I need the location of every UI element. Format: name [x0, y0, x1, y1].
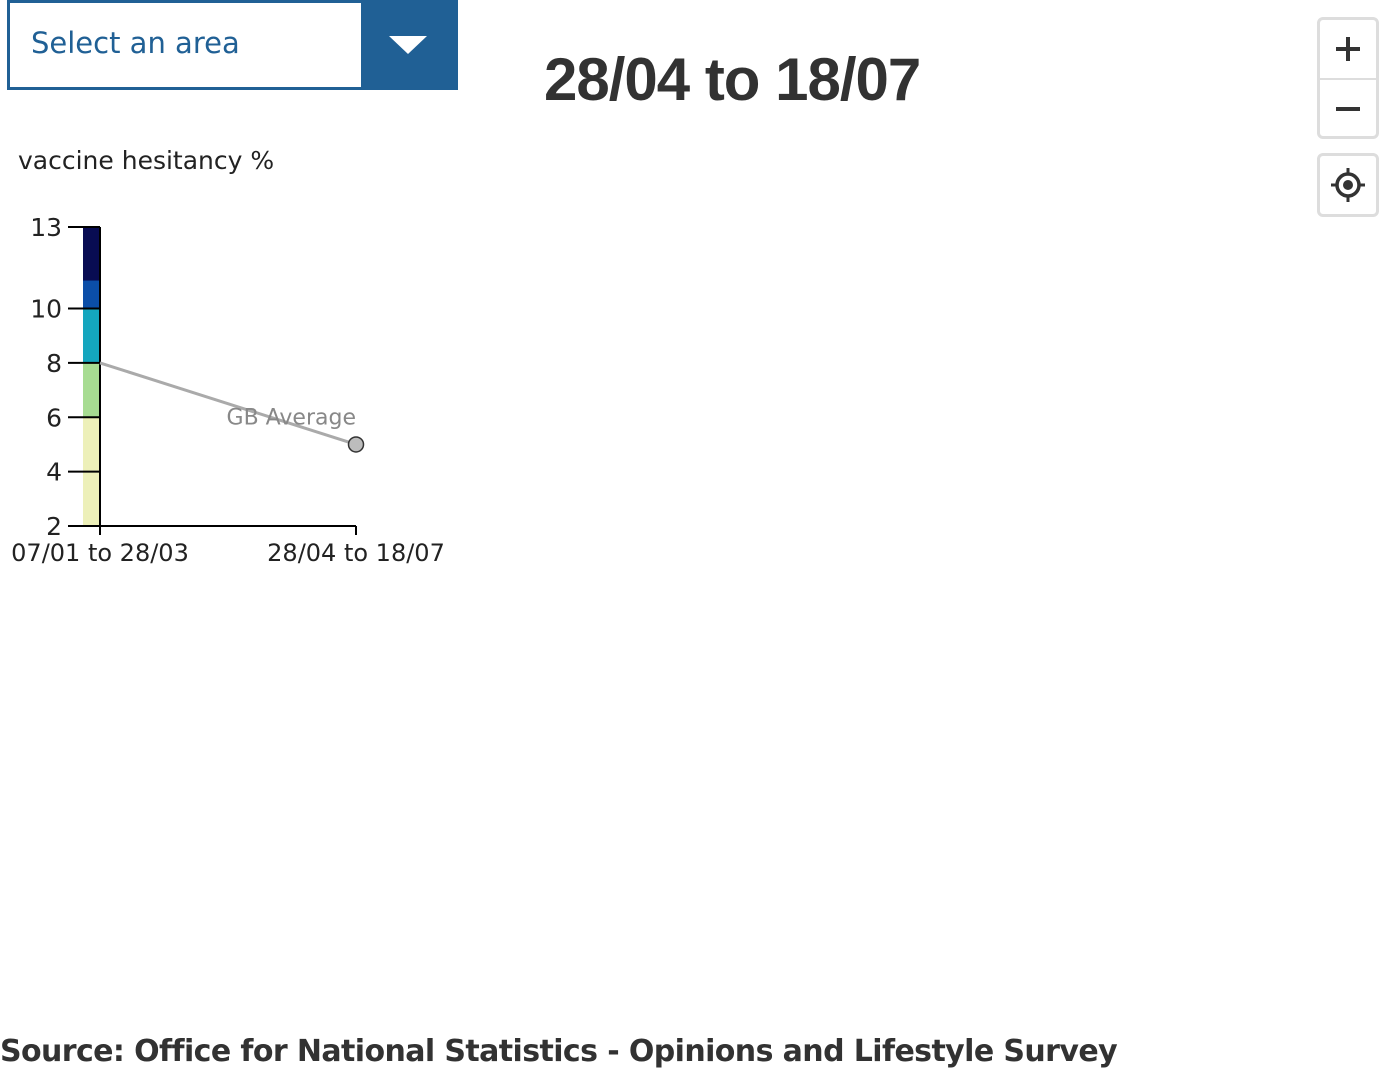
y-tick-label-6: 6 [46, 403, 62, 432]
y-tick-label-2: 2 [46, 512, 62, 541]
area-select-dropdown[interactable]: Select an area [7, 0, 458, 90]
series-point-0-1 [347, 436, 365, 453]
y-tick-label-13: 13 [30, 213, 62, 242]
color-scale-band-top [83, 227, 100, 281]
plus-icon [1336, 37, 1360, 61]
series-line-0 [99, 361, 357, 446]
chevron-down-icon [389, 36, 427, 54]
color-scale-band-2 [83, 308, 100, 363]
source-note: Source: Office for National Statistics -… [0, 1034, 1118, 1069]
series-label-0: GB Average [227, 405, 356, 430]
color-scale-band-1 [83, 362, 100, 418]
y-tick-label-8: 8 [46, 349, 62, 378]
period-title: 28/04 to 18/07 [544, 46, 921, 113]
dropdown-toggle-button[interactable] [361, 0, 455, 90]
zoom-out-button[interactable] [1320, 80, 1376, 138]
locate-control [1317, 153, 1379, 217]
x-tick-label-1: 28/04 to 18/07 [267, 539, 445, 567]
chart-title: vaccine hesitancy % [18, 146, 274, 175]
vaccine-hesitancy-chart: vaccine hesitancy % 2 4 6 8 10 13 07/01 to 28/… [11, 146, 445, 567]
minus-icon [1336, 107, 1360, 111]
locate-crosshair-icon [1331, 168, 1365, 202]
locate-button[interactable] [1320, 156, 1376, 214]
y-tick-label-10: 10 [30, 295, 62, 324]
area-select-label: Select an area [31, 26, 240, 60]
zoom-in-button[interactable] [1320, 20, 1376, 80]
y-tick-label-4: 4 [46, 458, 62, 487]
zoom-controls [1317, 17, 1379, 139]
x-tick-label-0: 07/01 to 28/03 [11, 539, 189, 567]
